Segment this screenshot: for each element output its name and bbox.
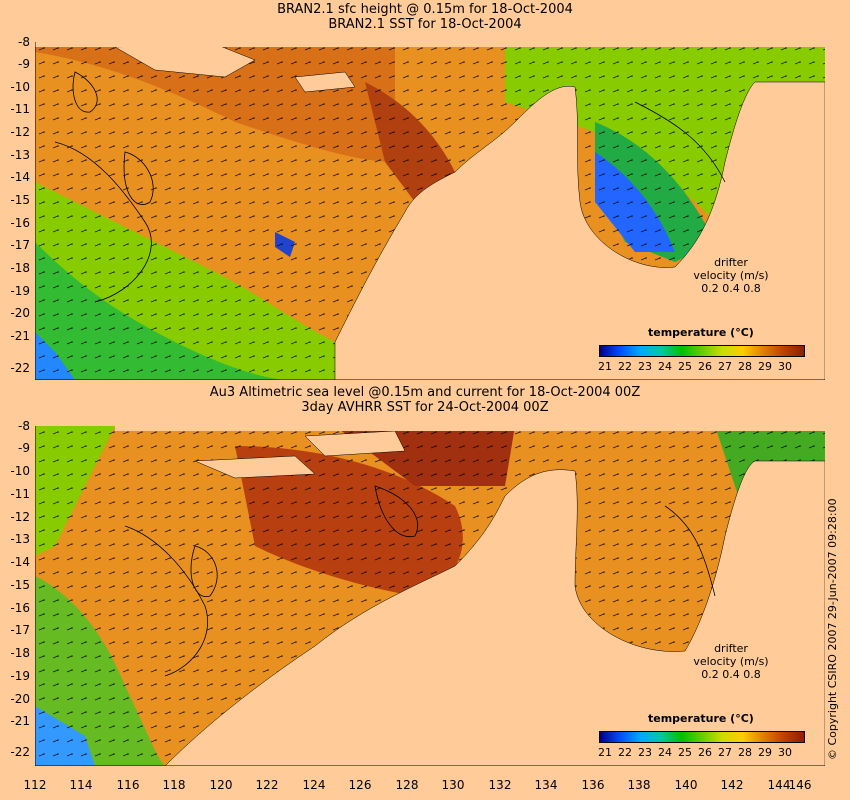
lon-label: 130 bbox=[441, 778, 465, 792]
lon-label: 118 bbox=[162, 778, 186, 792]
panel2-drifter-legend: drifter velocity (m/s) 0.2 0.4 0.8 bbox=[686, 642, 776, 681]
panel1-lat-label: -12 bbox=[10, 125, 30, 139]
panel1-northern-australia bbox=[334, 81, 825, 380]
lon-label: 116 bbox=[116, 778, 140, 792]
lon-label: 124 bbox=[302, 778, 326, 792]
panel1-drifter-label: drifter bbox=[714, 256, 748, 269]
lon-label: 122 bbox=[255, 778, 279, 792]
panel1-lat-label: -14 bbox=[10, 170, 30, 184]
panel2-lat-label: -18 bbox=[10, 646, 30, 660]
panel2-lat-label: -21 bbox=[10, 714, 30, 728]
panel1-drifter-scale: 0.2 0.4 0.8 bbox=[701, 282, 761, 295]
panel1-tick-30: 30 bbox=[778, 360, 792, 373]
panel1-lat-label: -9 bbox=[18, 57, 30, 71]
lon-label: 146 bbox=[788, 778, 812, 792]
panel1-lat-label: -22 bbox=[10, 361, 30, 375]
panel2-lat-label: -16 bbox=[10, 601, 30, 615]
lon-label: 144 bbox=[767, 778, 791, 792]
panel2-lat-label: -13 bbox=[10, 532, 30, 546]
lon-label: 112 bbox=[23, 778, 47, 792]
panel2-title: Au3 Altimetric sea level @0.15m and curr… bbox=[0, 385, 850, 415]
panel2-lat-label: -9 bbox=[18, 441, 30, 455]
lon-label: 138 bbox=[627, 778, 651, 792]
panel2-title-line2: 3day AVHRR SST for 24-Oct-2004 00Z bbox=[301, 400, 549, 415]
panel1-lat-label: -21 bbox=[10, 329, 30, 343]
panel2-tick-22: 22 bbox=[618, 746, 632, 759]
panel2-lat-label: -10 bbox=[10, 464, 30, 478]
panel2-lat-label: -11 bbox=[10, 487, 30, 501]
panel2-lat-label: -15 bbox=[10, 578, 30, 592]
panel2-lat-label: -22 bbox=[10, 745, 30, 759]
panel1-lat-label: -15 bbox=[10, 193, 30, 207]
panel1-drifter-legend: drifter velocity (m/s) 0.2 0.4 0.8 bbox=[686, 256, 776, 295]
panel2-indonesia-land bbox=[115, 426, 825, 431]
panel2-lat-label: -12 bbox=[10, 510, 30, 524]
lon-label: 120 bbox=[209, 778, 233, 792]
copyright-text: © Copyright CSIRO 2007 29-Jun-2007 09:28… bbox=[826, 498, 839, 760]
lon-label: 132 bbox=[488, 778, 512, 792]
panel2-drifter-velocity-label: velocity (m/s) bbox=[693, 655, 769, 668]
panel2-drifter-scale: 0.2 0.4 0.8 bbox=[701, 668, 761, 681]
panel1-title-line2: BRAN2.1 SST for 18-Oct-2004 bbox=[328, 17, 522, 32]
panel1-lat-label: -16 bbox=[10, 216, 30, 230]
panel1-lat-label: -19 bbox=[10, 284, 30, 298]
panel2-legend-title: temperature (°C) bbox=[648, 712, 754, 725]
panel1-lat-label: -13 bbox=[10, 148, 30, 162]
panel2-drifter-label: drifter bbox=[714, 642, 748, 655]
panel2-northern-australia bbox=[164, 460, 825, 766]
panel1-lat-label: -10 bbox=[10, 80, 30, 94]
panel1-south-coast-island bbox=[294, 71, 356, 93]
panel1-map bbox=[35, 42, 825, 380]
panel2-south-coast-island bbox=[304, 430, 406, 457]
panel2-map bbox=[35, 426, 825, 766]
panel2-tick-21: 21 bbox=[598, 746, 612, 759]
panel2-tick-25: 25 bbox=[678, 746, 692, 759]
panel1-tick-24: 24 bbox=[658, 360, 672, 373]
panel2-tick-29: 29 bbox=[758, 746, 772, 759]
panel2-tick-26: 26 bbox=[698, 746, 712, 759]
panel1-tick-27: 27 bbox=[718, 360, 732, 373]
panel1-lat-label: -11 bbox=[10, 102, 30, 116]
panel2-lat-label: -17 bbox=[10, 623, 30, 637]
panel2-tick-30: 30 bbox=[778, 746, 792, 759]
panel1-tick-29: 29 bbox=[758, 360, 772, 373]
panel2-lat-label: -8 bbox=[18, 419, 30, 433]
panel2-lat-label: -20 bbox=[10, 692, 30, 706]
panel1-title: BRAN2.1 sfc height @ 0.15m for 18-Oct-20… bbox=[0, 2, 850, 32]
panel1-lat-label: -8 bbox=[18, 35, 30, 49]
panel2-tick-27: 27 bbox=[718, 746, 732, 759]
panel2-colorbar bbox=[599, 731, 805, 743]
panel1-tick-22: 22 bbox=[618, 360, 632, 373]
lon-label: 140 bbox=[674, 778, 698, 792]
panel2-title-line1: Au3 Altimetric sea level @0.15m and curr… bbox=[209, 385, 641, 400]
panel2-tick-23: 23 bbox=[638, 746, 652, 759]
lon-label: 142 bbox=[720, 778, 744, 792]
panel1-tick-21: 21 bbox=[598, 360, 612, 373]
panel2-timor-island bbox=[194, 455, 316, 479]
lon-label: 134 bbox=[534, 778, 558, 792]
panel1-lat-label: -20 bbox=[10, 306, 30, 320]
lon-label: 128 bbox=[395, 778, 419, 792]
panel1-tick-26: 26 bbox=[698, 360, 712, 373]
panel2-lat-label: -19 bbox=[10, 669, 30, 683]
panel2-tick-24: 24 bbox=[658, 746, 672, 759]
panel1-tick-25: 25 bbox=[678, 360, 692, 373]
panel1-drifter-velocity-label: velocity (m/s) bbox=[693, 269, 769, 282]
panel2-tick-28: 28 bbox=[738, 746, 752, 759]
lon-label: 126 bbox=[348, 778, 372, 792]
panel1-lat-label: -17 bbox=[10, 238, 30, 252]
panel1-indonesia-land bbox=[35, 42, 825, 47]
panel1-tick-23: 23 bbox=[638, 360, 652, 373]
lon-label: 114 bbox=[69, 778, 93, 792]
panel1-lat-label: -18 bbox=[10, 261, 30, 275]
panel1-title-line1: BRAN2.1 sfc height @ 0.15m for 18-Oct-20… bbox=[277, 2, 573, 17]
lon-label: 136 bbox=[581, 778, 605, 792]
panel2-lat-label: -14 bbox=[10, 555, 30, 569]
panel1-colorbar bbox=[599, 345, 805, 357]
panel1-tick-28: 28 bbox=[738, 360, 752, 373]
panel1-legend-title: temperature (°C) bbox=[648, 326, 754, 339]
